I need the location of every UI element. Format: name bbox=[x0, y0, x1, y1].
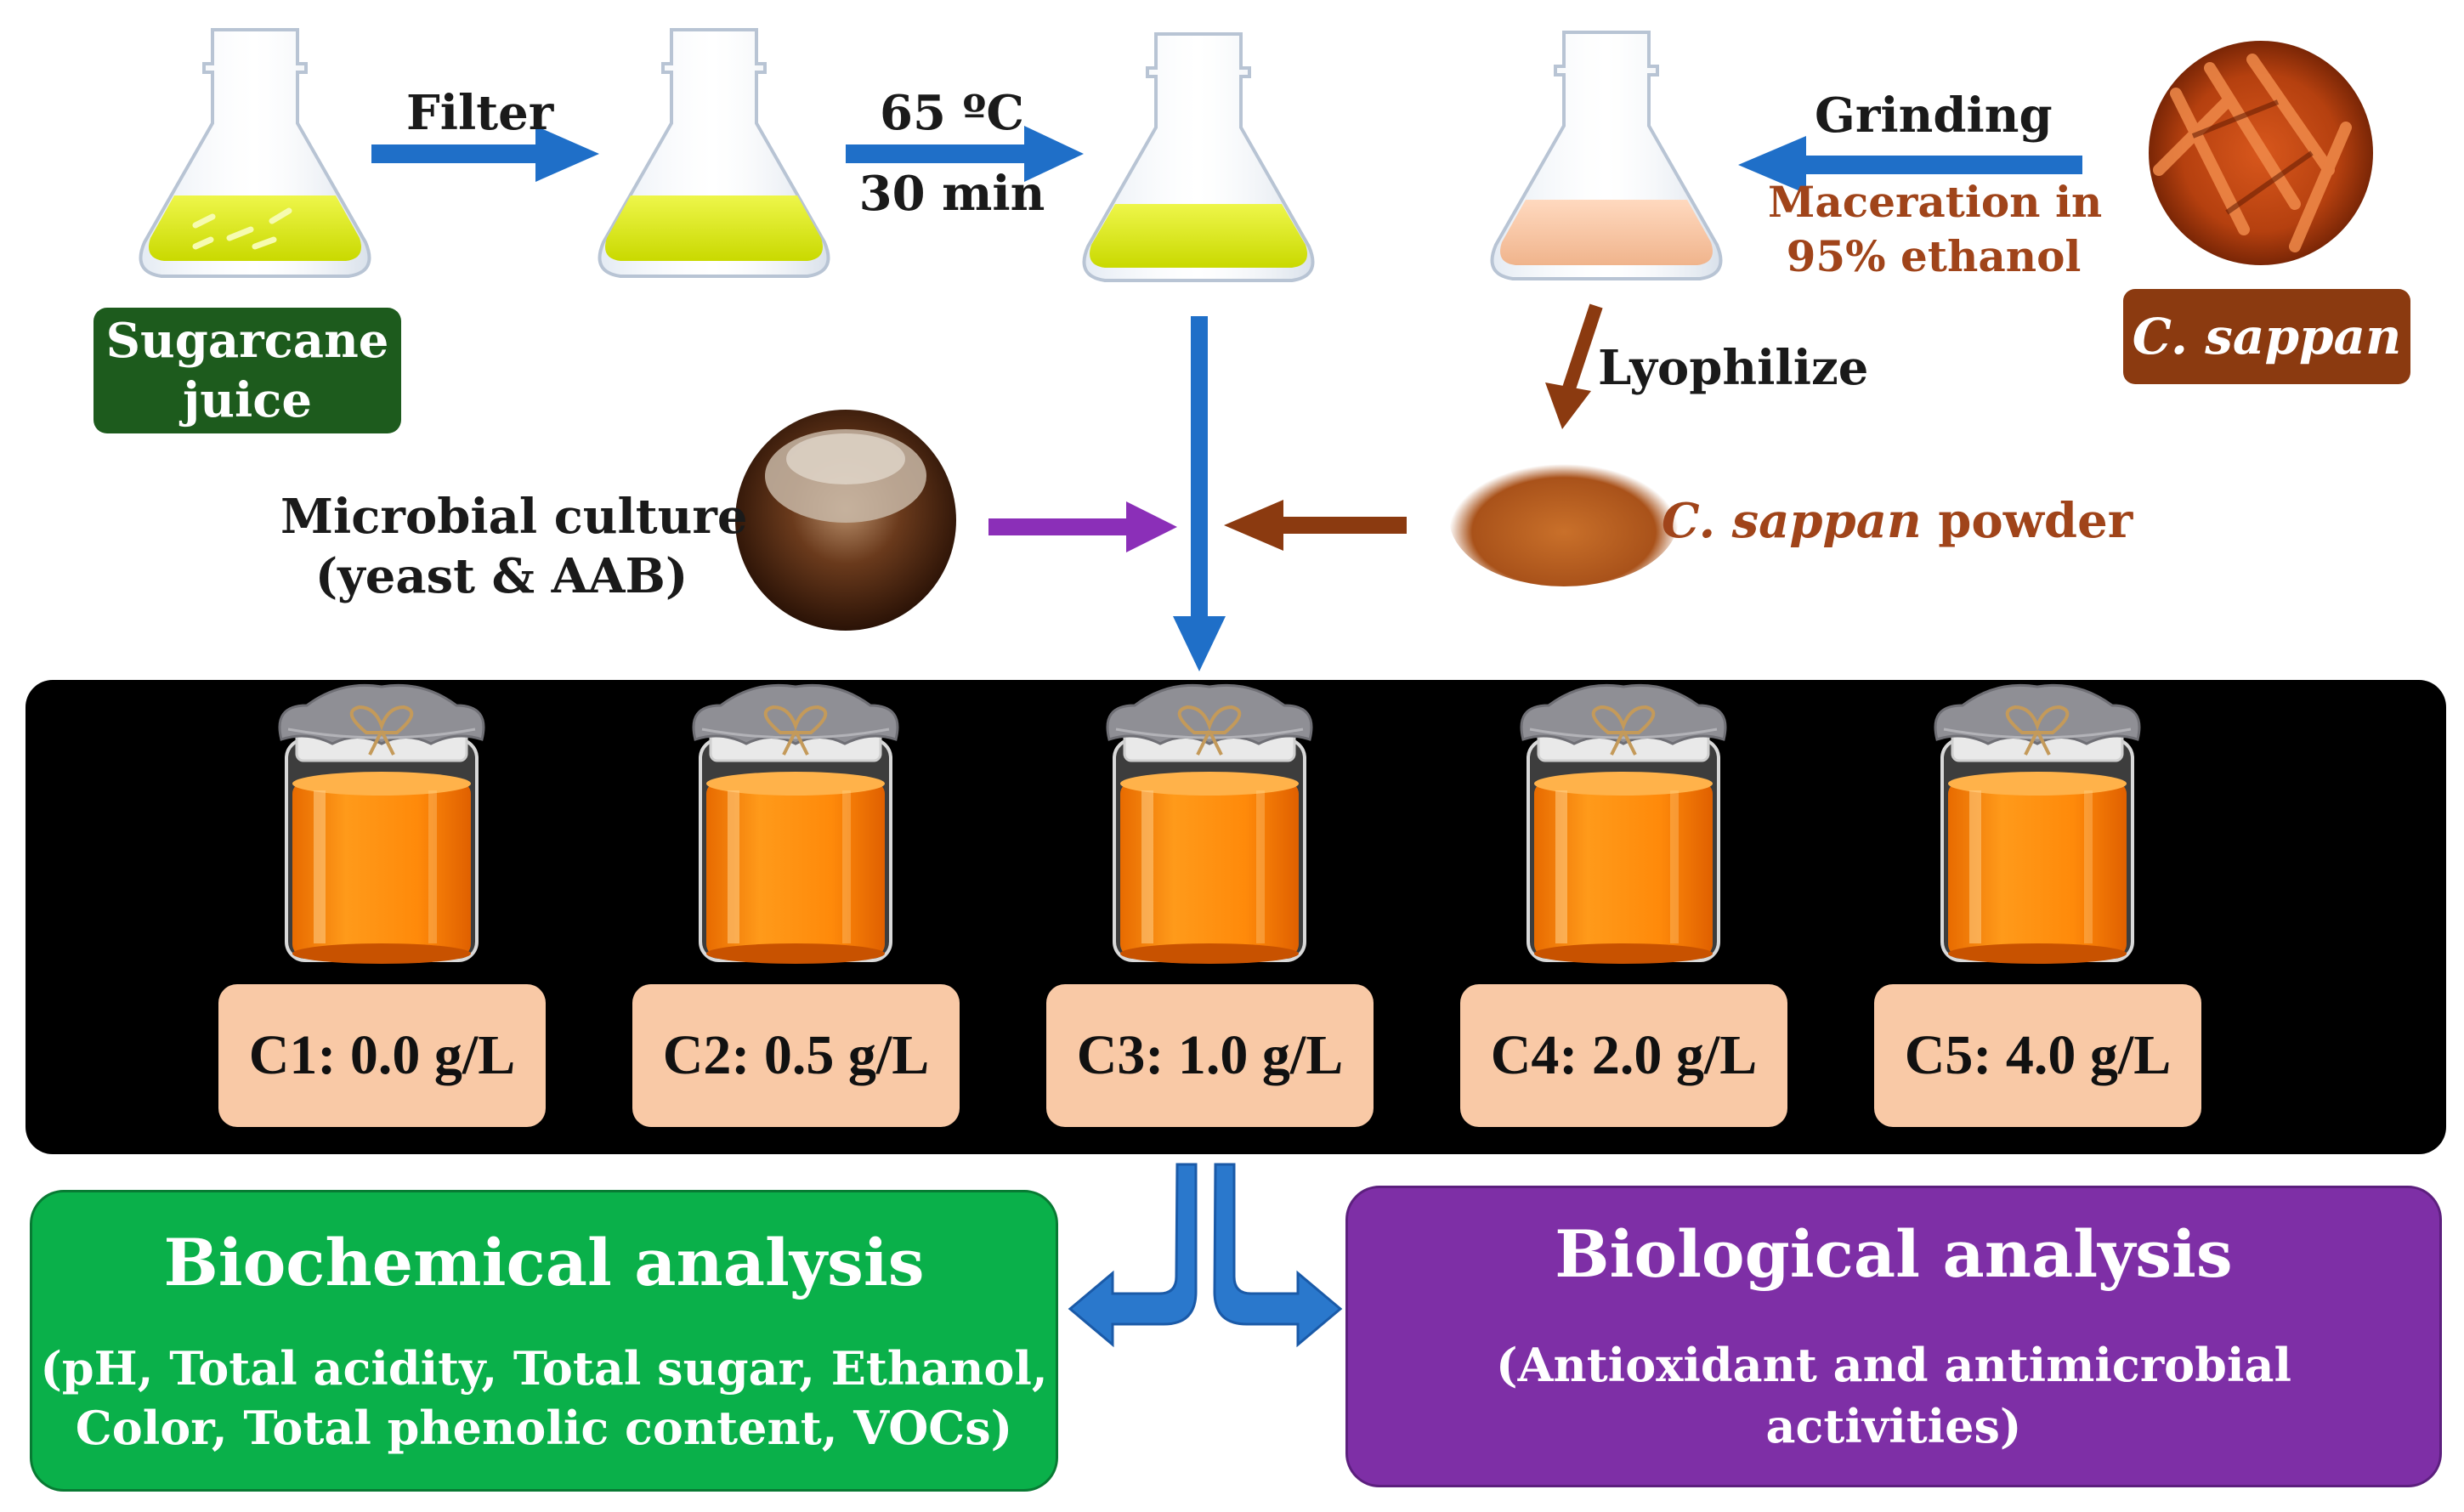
arrow-filter bbox=[371, 126, 599, 182]
concentration-label-c3: C3: 1.0 g/L bbox=[1046, 984, 1374, 1127]
arrow-culture bbox=[988, 501, 1177, 552]
jar-c1 bbox=[278, 683, 485, 964]
heat-time-label: 30 min bbox=[858, 166, 1045, 222]
sappan-powder-label: C. sappan powder bbox=[1662, 493, 2133, 549]
biological-title: Biological analysis bbox=[1555, 1216, 2233, 1292]
heat-temp-label: 65 ºC bbox=[880, 85, 1024, 141]
sugarcane-line1: Sugarcane bbox=[105, 313, 389, 369]
biological-analysis-box: Biological analysis (Antioxidant and ant… bbox=[1345, 1186, 2442, 1487]
sappan-powder-image bbox=[1449, 450, 1679, 586]
lyophilize-label: Lyophilize bbox=[1598, 340, 1869, 396]
biochemical-line1: (pH, Total acidity, Total sugar, Ethanol… bbox=[40, 1340, 1048, 1396]
jar-c3 bbox=[1106, 683, 1313, 964]
sugarcane-line2: juice bbox=[183, 372, 312, 428]
maceration-line1: Maceration in bbox=[1768, 177, 2103, 227]
concentration-label-c1: C1: 0.0 g/L bbox=[218, 984, 546, 1127]
biochemical-analysis-box: Biochemical analysis (pH, Total acidity,… bbox=[30, 1190, 1058, 1492]
jar-c2 bbox=[692, 683, 899, 964]
flask-filtered-juice bbox=[598, 28, 830, 278]
culture-line1: Microbial culture bbox=[280, 489, 748, 545]
grinding-label: Grinding bbox=[1815, 88, 2053, 144]
flask-heated-juice bbox=[1082, 32, 1315, 282]
biochemical-line2: Color, Total phenolic content, VOCs) bbox=[75, 1400, 1013, 1455]
maceration-line2: 95% ethanol bbox=[1786, 231, 2082, 281]
arrow-main-down bbox=[1173, 316, 1226, 671]
arrow-split bbox=[1068, 1163, 1343, 1348]
flask-sugarcane-juice bbox=[139, 28, 371, 278]
culture-line2: (yeast & AAB) bbox=[314, 548, 688, 604]
filter-label: Filter bbox=[406, 85, 554, 141]
biological-line1: (Antioxidant and antimicrobial bbox=[1496, 1338, 2291, 1392]
c-sappan-box: C. sappan bbox=[2123, 289, 2410, 384]
arrow-powder bbox=[1224, 500, 1407, 551]
sappan-wood-image bbox=[2149, 41, 2373, 265]
jar-c4 bbox=[1520, 683, 1727, 964]
c-sappan-label: C. sappan bbox=[2132, 308, 2402, 365]
powder-italic: C. sappan bbox=[1662, 493, 1922, 549]
microbial-culture-image bbox=[735, 410, 956, 631]
concentration-label-c5: C5: 4.0 g/L bbox=[1874, 984, 2201, 1127]
concentration-label-c2: C2: 0.5 g/L bbox=[632, 984, 960, 1127]
flask-sappan-extract bbox=[1490, 31, 1723, 280]
arrow-lyophilize bbox=[1545, 303, 1603, 429]
arrow-grinding bbox=[1738, 136, 2082, 194]
jar-c5 bbox=[1934, 683, 2141, 964]
arrow-heat bbox=[846, 126, 1084, 182]
biological-line2: activities) bbox=[1765, 1399, 2022, 1453]
concentration-label-c4: C4: 2.0 g/L bbox=[1460, 984, 1787, 1127]
sugarcane-juice-box: Sugarcane juice bbox=[93, 308, 401, 433]
powder-rest: powder bbox=[1921, 493, 2133, 549]
biochemical-title: Biochemical analysis bbox=[163, 1224, 925, 1300]
